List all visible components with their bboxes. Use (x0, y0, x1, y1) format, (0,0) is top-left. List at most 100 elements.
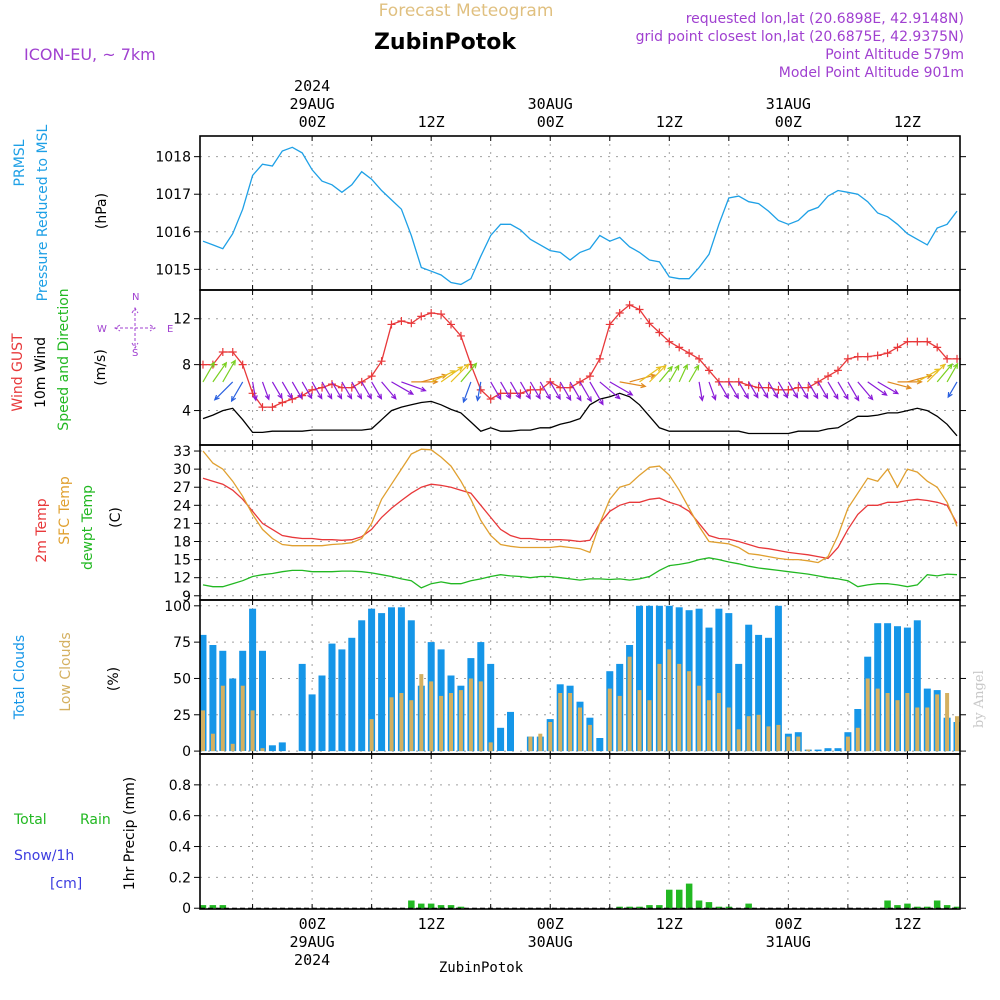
panels: 1015 1016 1017 1018 PRMSL Pressure Reduced to… (10, 124, 966, 917)
time-label-bottom: 00Z (775, 915, 802, 933)
low-cloud-bar (369, 719, 374, 752)
wind-arrow (401, 381, 427, 392)
total-cloud-bar (755, 634, 763, 752)
time-label-bottom: 00Z (299, 915, 326, 933)
wind-arrow (639, 366, 662, 383)
panel-ylabel: (C) (108, 507, 124, 528)
y-tick-label: 0.6 (169, 809, 191, 825)
rain-bar (914, 906, 921, 909)
wind-arrow (341, 381, 353, 400)
low-cloud-bar (945, 693, 950, 752)
compass-n: N (132, 292, 139, 303)
time-label-top: 00Z (775, 113, 802, 131)
low-cloud-bar (776, 724, 781, 752)
gust-marker (357, 377, 366, 386)
wind-arrow (331, 381, 343, 400)
gust-marker (447, 320, 456, 329)
wind-arrow (450, 363, 470, 383)
total-cloud-bar (894, 626, 901, 752)
panel-ylabel: 1hr Precip (mm) (122, 777, 138, 890)
wind-arrow (549, 381, 561, 401)
wind-arrow (351, 381, 363, 400)
gust-marker (853, 352, 862, 361)
low-cloud-bar (458, 690, 463, 752)
y-tick-label: 0.8 (169, 778, 191, 794)
total-cloud-bar (774, 605, 782, 752)
rain-bar (953, 906, 961, 909)
wind-arrow (649, 364, 667, 383)
low-cloud-bar (429, 681, 434, 752)
gust-marker (308, 385, 317, 394)
total-cloud-bar (308, 694, 316, 752)
wind-arrow (688, 364, 700, 383)
panel-label-prmsl: PRMSL (12, 139, 28, 186)
gust-marker (258, 403, 267, 412)
total-cloud-bar (903, 627, 911, 752)
gust-marker (814, 377, 823, 386)
rain-bar (447, 905, 455, 909)
rain-bar (418, 903, 425, 909)
wind-arrow (777, 381, 789, 399)
gust-marker (665, 337, 674, 346)
total-cloud-bar (249, 608, 257, 752)
wind-arrow (589, 381, 604, 406)
wind-arrow (658, 365, 673, 383)
total-cloud-bar (745, 624, 753, 752)
footer-location: ZubinPotok (439, 960, 524, 976)
y-tick-label: 4 (182, 404, 191, 420)
total-cloud-bar (209, 645, 217, 752)
wind-arrow (361, 381, 373, 400)
total-cloud-bar (259, 650, 266, 751)
rain-bar (457, 906, 465, 909)
low-cloud-bar (419, 674, 424, 752)
low-cloud-bar (707, 700, 711, 751)
y-tick-label: 25 (173, 708, 191, 724)
wind-arrow (947, 381, 958, 399)
low-cloud-bar (468, 678, 473, 752)
gust-marker (734, 377, 743, 386)
low-cloud-bar (885, 693, 890, 752)
wind-arrow (758, 381, 769, 399)
wind-arrow (887, 381, 913, 390)
time-label-bottom: 00Z (537, 915, 564, 933)
low-cloud-bar (201, 710, 205, 752)
gust-marker (943, 354, 952, 363)
wind-arrow (609, 381, 634, 396)
y-tick-label: 100 (164, 599, 191, 615)
low-cloud-bar (617, 695, 622, 752)
low-cloud-bar (210, 733, 215, 752)
gust-marker (407, 319, 416, 328)
y-tick-label: 12 (173, 571, 191, 587)
series-line-2m-temp (202, 477, 958, 560)
total-cloud-bar (378, 613, 386, 752)
compass-w: W (97, 324, 107, 335)
low-cloud-bar (955, 716, 959, 752)
total-cloud-bar (874, 623, 882, 751)
product-title: Forecast Meteogram (379, 1, 554, 21)
gust-marker (784, 385, 793, 394)
gust-marker (893, 343, 902, 352)
total-cloud-bar (884, 623, 892, 751)
gust-marker (367, 372, 376, 381)
rain-bar (437, 905, 445, 909)
wind-arrow (767, 381, 779, 399)
gust-marker (685, 349, 694, 358)
wind-arrow (668, 364, 680, 383)
gust-marker (923, 337, 932, 346)
location-title: ZubinPotok (374, 30, 517, 55)
time-label-bottom: 29AUG (290, 933, 335, 951)
wind-arrow (579, 381, 592, 403)
gust-marker (595, 354, 604, 363)
wind-arrow (222, 359, 236, 383)
requested-point: requested lon,lat (20.6898E, 42.9148N) (686, 11, 964, 27)
wind-arrow (291, 381, 303, 400)
low-cloud-bar (716, 693, 721, 752)
gust-marker (456, 331, 465, 340)
low-cloud-bar (409, 700, 414, 751)
panel-label-total-clouds: Total Clouds (12, 635, 28, 720)
gust-marker (546, 377, 555, 386)
rain-bar (666, 889, 673, 909)
